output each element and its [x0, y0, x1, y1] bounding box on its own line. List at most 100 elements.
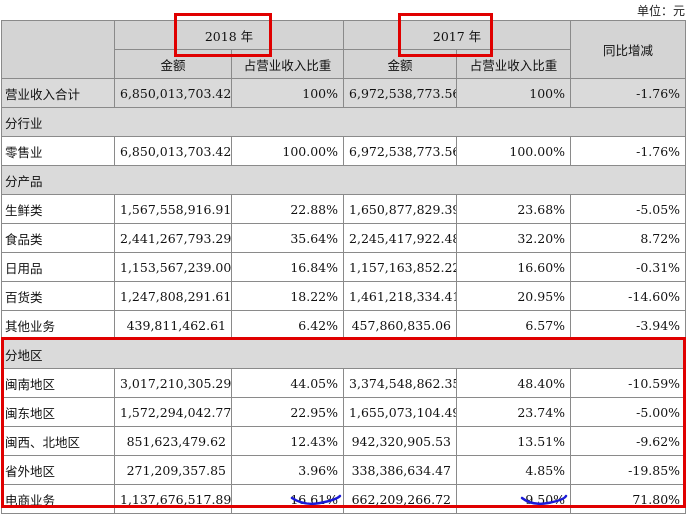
ratio-2017: 6.57%	[456, 310, 572, 340]
yoy-change: -3.94%	[570, 310, 687, 340]
ratio-2018: 18.22%	[230, 281, 345, 311]
yoy-change: 8.72%	[570, 223, 687, 253]
row-label: 电商业务	[1, 484, 115, 514]
amount-2017: 457,860,835.06	[343, 310, 458, 340]
ratio-2017: 4.85%	[456, 455, 572, 485]
ratio-2018: 16.61%	[230, 484, 345, 514]
row-label: 日用品	[1, 252, 115, 282]
row-label: 闽西、北地区	[1, 426, 115, 456]
amount-2017: 1,157,163,852.22	[343, 252, 458, 282]
amount-2017: 2,245,417,922.48	[343, 223, 458, 253]
amount-2017: 6,972,538,773.56	[343, 136, 458, 166]
revenue-table: 2018 年 2017 年 同比增减 金额 占营业收入比重 金额 占营业收入比重…	[0, 20, 687, 514]
yoy-change: 71.80%	[570, 484, 687, 514]
header-amount-2018: 金额	[114, 49, 232, 79]
amount-2018: 1,153,567,239.00	[114, 252, 232, 282]
row-label: 营业收入合计	[1, 78, 115, 108]
ratio-2017: 32.20%	[456, 223, 572, 253]
header-row-years: 2018 年 2017 年 同比增减	[1, 20, 687, 79]
header-blank-cell	[1, 20, 115, 79]
ratio-2018: 22.88%	[230, 194, 345, 224]
yoy-change: -19.85%	[570, 455, 687, 485]
table-row: 闽东地区 1,572,294,042.77 22.95% 1,655,073,1…	[1, 397, 687, 427]
row-label: 其他业务	[1, 310, 115, 340]
section-label: 分产品	[0, 165, 687, 195]
section-region: 分地区	[0, 339, 687, 369]
ratio-2018: 35.64%	[230, 223, 345, 253]
yoy-change: -0.31%	[570, 252, 687, 282]
ratio-2018: 6.42%	[230, 310, 345, 340]
table-row: 日用品 1,153,567,239.00 16.84% 1,157,163,85…	[1, 252, 687, 282]
ratio-2017: 100.00%	[456, 136, 572, 166]
amount-2017: 942,320,905.53	[343, 426, 458, 456]
ratio-2017: 48.40%	[456, 368, 572, 398]
total-row: 营业收入合计 6,850,013,703.42 100% 6,972,538,7…	[1, 78, 687, 108]
ratio-2018: 44.05%	[230, 368, 345, 398]
table-row: 闽南地区 3,017,210,305.29 44.05% 3,374,548,8…	[1, 368, 687, 398]
row-label: 闽南地区	[1, 368, 115, 398]
ratio-2017: 20.95%	[456, 281, 572, 311]
unit-label: 单位：元	[636, 4, 685, 18]
ratio-2017: 100%	[456, 78, 572, 108]
header-yoy: 同比增减	[570, 20, 687, 79]
ratio-2017: 13.51%	[456, 426, 572, 456]
row-label: 生鲜类	[1, 194, 115, 224]
amount-2017: 338,386,634.47	[343, 455, 458, 485]
ratio-2017: 23.68%	[456, 194, 572, 224]
section-label: 分地区	[0, 339, 687, 369]
header-year-2018: 2018 年	[113, 20, 345, 50]
amount-2018: 3,017,210,305.29	[114, 368, 232, 398]
ratio-2017: 9.50%	[456, 484, 572, 514]
table-row: 百货类 1,247,808,291.61 18.22% 1,461,218,33…	[1, 281, 687, 311]
amount-2018: 851,623,479.62	[114, 426, 232, 456]
header-ratio-2017: 占营业收入比重	[456, 49, 572, 79]
amount-2018: 1,137,676,517.89	[114, 484, 232, 514]
amount-2018: 1,567,558,916.91	[114, 194, 232, 224]
table-row: 零售业 6,850,013,703.42 100.00% 6,972,538,7…	[1, 136, 687, 166]
ratio-2017: 16.60%	[456, 252, 572, 282]
yoy-change: -10.59%	[570, 368, 687, 398]
amount-2017: 6,972,538,773.56	[343, 78, 458, 108]
amount-2018: 1,572,294,042.77	[114, 397, 232, 427]
section-label: 分行业	[0, 107, 687, 137]
table-row: 生鲜类 1,567,558,916.91 22.88% 1,650,877,82…	[1, 194, 687, 224]
amount-2018: 2,441,267,793.29	[114, 223, 232, 253]
amount-2017: 1,461,218,334.41	[343, 281, 458, 311]
ratio-2018: 100.00%	[230, 136, 345, 166]
yoy-change: -5.00%	[570, 397, 687, 427]
amount-2017: 1,650,877,829.39	[343, 194, 458, 224]
row-label: 食品类	[1, 223, 115, 253]
ratio-2017: 23.74%	[456, 397, 572, 427]
yoy-change: -1.76%	[570, 78, 687, 108]
table-row: 电商业务 1,137,676,517.89 16.61% 662,209,266…	[1, 484, 687, 514]
ratio-2018: 3.96%	[230, 455, 345, 485]
table-row: 省外地区 271,209,357.85 3.96% 338,386,634.47…	[1, 455, 687, 485]
amount-2018: 1,247,808,291.61	[114, 281, 232, 311]
row-label: 零售业	[1, 136, 115, 166]
row-label: 省外地区	[1, 455, 115, 485]
ratio-2018: 100%	[230, 78, 345, 108]
ratio-2018: 12.43%	[230, 426, 345, 456]
amount-2018: 6,850,013,703.42	[114, 136, 232, 166]
yoy-change: -9.62%	[570, 426, 687, 456]
table-row: 食品类 2,441,267,793.29 35.64% 2,245,417,92…	[1, 223, 687, 253]
yoy-change: -5.05%	[570, 194, 687, 224]
section-product: 分产品	[0, 165, 687, 195]
table-row: 闽西、北地区 851,623,479.62 12.43% 942,320,905…	[1, 426, 687, 456]
yoy-change: -14.60%	[570, 281, 687, 311]
amount-2017: 3,374,548,862.35	[343, 368, 458, 398]
table-row: 其他业务 439,811,462.61 6.42% 457,860,835.06…	[1, 310, 687, 340]
amount-2017: 662,209,266.72	[343, 484, 458, 514]
header-year-2017: 2017 年	[343, 20, 572, 50]
row-label: 百货类	[1, 281, 115, 311]
amount-2018: 439,811,462.61	[114, 310, 232, 340]
amount-2017: 1,655,073,104.49	[343, 397, 458, 427]
header-ratio-2018: 占营业收入比重	[230, 49, 345, 79]
section-industry: 分行业	[0, 107, 687, 137]
yoy-change: -1.76%	[570, 136, 687, 166]
amount-2018: 271,209,357.85	[114, 455, 232, 485]
ratio-2018: 22.95%	[230, 397, 345, 427]
header-amount-2017: 金额	[343, 49, 458, 79]
row-label: 闽东地区	[1, 397, 115, 427]
amount-2018: 6,850,013,703.42	[114, 78, 232, 108]
